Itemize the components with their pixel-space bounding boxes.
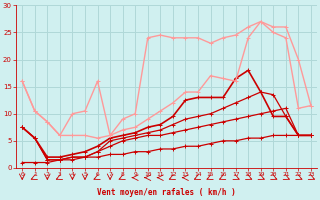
X-axis label: Vent moyen/en rafales ( km/h ): Vent moyen/en rafales ( km/h ) xyxy=(97,188,236,197)
